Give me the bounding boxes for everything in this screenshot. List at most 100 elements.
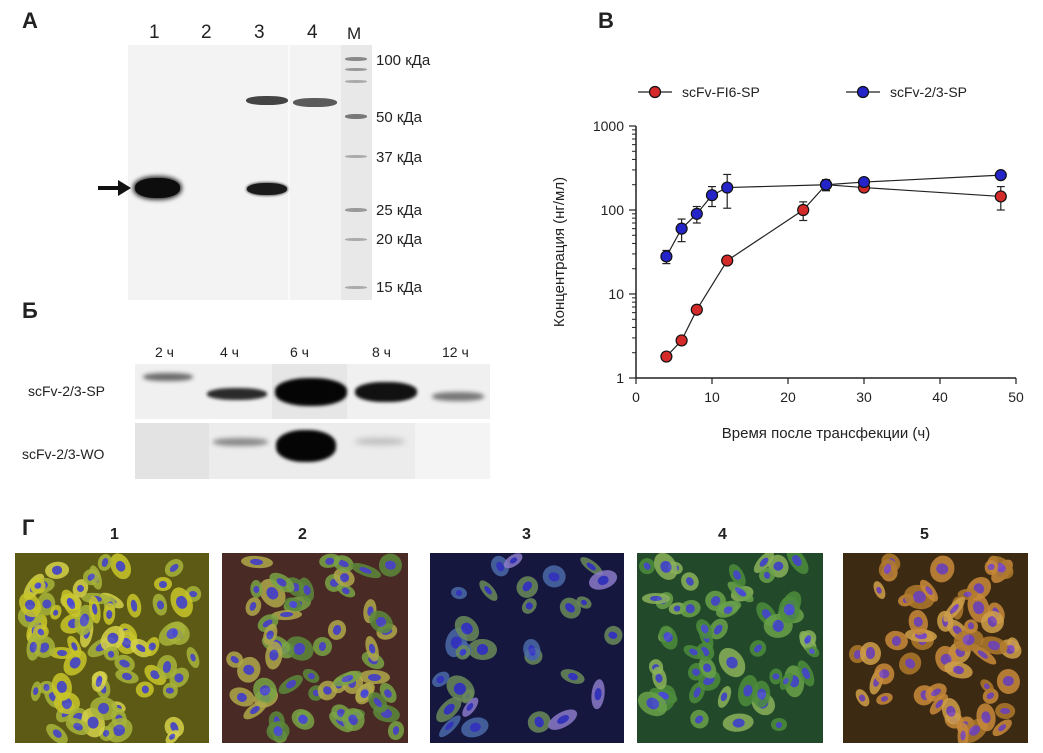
- cell-nucleus: [165, 686, 175, 694]
- cell-nucleus: [685, 603, 696, 614]
- cell-nucleus: [880, 694, 889, 703]
- cell: [860, 641, 882, 665]
- cell-nucleus: [75, 583, 86, 594]
- cell: [378, 553, 404, 579]
- panel-label-a: А: [22, 8, 38, 33]
- cell-nucleus: [317, 640, 327, 652]
- cell-nucleus: [688, 647, 699, 657]
- lane-marker-label: М: [347, 24, 362, 43]
- cell-nucleus: [172, 671, 186, 684]
- cell-nucleus: [168, 732, 177, 742]
- cell-nucleus: [235, 691, 249, 704]
- legend-label: scFv-2/3-SP: [890, 84, 967, 100]
- cell-nucleus: [986, 615, 1000, 630]
- cell-nucleus: [959, 729, 966, 741]
- marker-label-20: 20 кДа: [376, 231, 422, 248]
- legend-marker: [856, 85, 870, 99]
- cell-nucleus: [527, 644, 537, 657]
- x-tick-label: 30: [856, 389, 872, 405]
- cell-nucleus: [720, 691, 729, 703]
- cell-nucleus: [104, 630, 120, 647]
- cell-nucleus: [159, 580, 167, 588]
- cell: [994, 702, 1016, 720]
- cell-nucleus: [952, 664, 966, 675]
- ladder-band: [345, 57, 367, 61]
- cell-nucleus: [658, 559, 674, 575]
- cell-nucleus: [275, 575, 289, 589]
- cell-nucleus: [468, 721, 482, 734]
- cell: [518, 595, 540, 617]
- data-point: [994, 169, 1007, 182]
- data-point: [857, 175, 871, 189]
- cell-nucleus: [563, 601, 577, 615]
- cell: [545, 705, 581, 734]
- cell-nucleus: [963, 591, 972, 597]
- cell-nucleus: [341, 585, 351, 595]
- panel-label-g: Г: [22, 515, 35, 540]
- cell-nucleus: [248, 703, 262, 716]
- cell-nucleus: [23, 597, 38, 612]
- cell-nucleus: [174, 594, 190, 610]
- x-tick-label: 0: [632, 389, 640, 405]
- cell-nucleus: [325, 556, 335, 565]
- blot-row-label-sp: scFv-2/3-SP: [28, 383, 106, 399]
- cell-nucleus: [507, 556, 518, 566]
- cell-nucleus: [161, 660, 172, 674]
- cell-nucleus: [280, 611, 293, 618]
- cell-nucleus: [95, 676, 104, 688]
- y-tick-label: 100: [601, 202, 625, 218]
- cell: [641, 592, 670, 604]
- micrograph-label-4: 4: [718, 526, 727, 543]
- data-point: [721, 181, 734, 194]
- cell-nucleus: [775, 721, 783, 728]
- y-tick-label: 10: [608, 286, 624, 302]
- cell-nucleus: [107, 649, 115, 658]
- cell-nucleus: [533, 714, 546, 728]
- cell-nucleus: [164, 625, 180, 641]
- cell: [288, 705, 320, 735]
- x-tick-label: 20: [780, 389, 796, 405]
- cell: [240, 554, 274, 570]
- cell-nucleus: [555, 713, 571, 726]
- cell: [558, 666, 588, 687]
- cell-nucleus: [455, 589, 463, 597]
- cell-nucleus: [96, 701, 111, 716]
- panel-label-b: Б: [22, 298, 38, 323]
- blot-row-label-wo: scFv-2/3-WO: [22, 446, 105, 462]
- cell-nucleus: [642, 561, 653, 572]
- marker-label-50: 50 кДа: [376, 109, 422, 126]
- cell: [894, 648, 926, 680]
- cell-nucleus: [85, 571, 96, 582]
- cell-nucleus: [731, 717, 745, 728]
- cell-nucleus: [67, 655, 83, 671]
- blot-band-sp-2h: [143, 373, 193, 381]
- cell-nucleus: [800, 666, 811, 680]
- time-label-12h: 12 ч: [442, 344, 469, 360]
- cell-nucleus: [337, 572, 350, 585]
- cell-nucleus: [594, 688, 602, 701]
- series-line-0: [665, 184, 1001, 357]
- cell: [540, 563, 568, 591]
- cell-nucleus: [934, 562, 950, 576]
- cell-nucleus: [292, 640, 308, 656]
- cell-nucleus: [997, 722, 1008, 733]
- cell-nucleus: [803, 633, 814, 645]
- cell-nucleus: [683, 575, 695, 588]
- cell-nucleus: [340, 674, 355, 684]
- cell-nucleus: [32, 687, 39, 696]
- ladder-band: [345, 238, 367, 241]
- cell-nucleus: [56, 680, 69, 694]
- cell-nucleus: [458, 647, 468, 657]
- cell-nucleus: [875, 585, 884, 595]
- legend-marker: [648, 85, 662, 99]
- lane-number-1: 1: [149, 22, 160, 43]
- data-point: [675, 334, 688, 347]
- cell: [134, 680, 155, 699]
- cell-nucleus: [130, 599, 138, 613]
- cell: [184, 645, 203, 671]
- cell-nucleus: [547, 571, 561, 583]
- gel-band-lane1: [135, 178, 180, 198]
- micrograph-5: [843, 553, 1028, 743]
- concentration-chart: 0 10 20 30 40 50 1 10 100 1000 Время после трансфе…: [551, 84, 1024, 442]
- cell-nucleus: [441, 702, 457, 717]
